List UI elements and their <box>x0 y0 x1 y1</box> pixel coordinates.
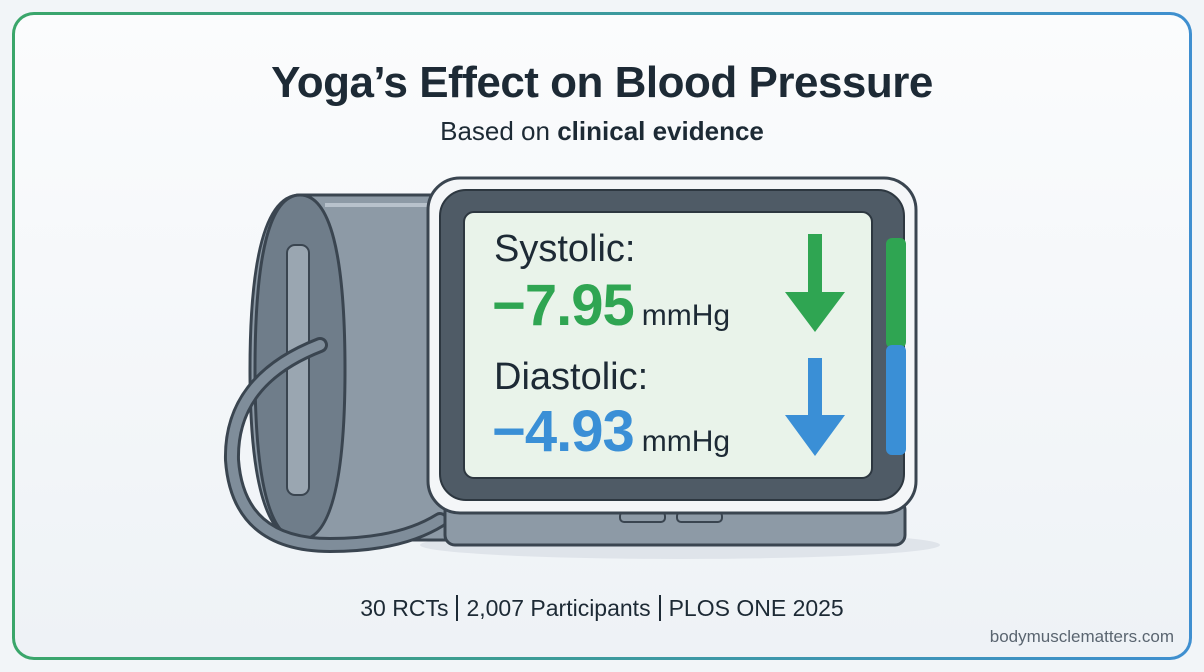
subtitle-prefix: Based on <box>440 116 550 146</box>
footer-rcts: 30 RCTs <box>360 595 449 621</box>
monitor-screen <box>463 211 873 479</box>
systolic-reading: −7.95 mmHg <box>492 272 730 339</box>
divider <box>658 595 661 621</box>
subtitle: Based on clinical evidence <box>0 116 1204 147</box>
footer-participants: 2,007 Participants <box>466 595 651 621</box>
subtitle-emphasis: clinical evidence <box>557 116 764 146</box>
divider <box>456 595 459 621</box>
diastolic-unit: mmHg <box>641 425 731 458</box>
diastolic-label: Diastolic: <box>494 356 649 398</box>
indicator-blue <box>886 345 906 455</box>
watermark: bodymusclematters.com <box>989 627 1174 646</box>
systolic-value: −7.95 <box>492 273 635 338</box>
indicator-green <box>886 238 906 348</box>
study-summary: 30 RCTs 2,007 Participants PLOS ONE 2025 <box>0 595 1204 622</box>
systolic-unit: mmHg <box>641 299 731 332</box>
systolic-arrow-down-icon <box>785 234 845 332</box>
diastolic-reading: −4.93 mmHg <box>492 398 730 465</box>
page-title: Yoga’s Effect on Blood Pressure <box>271 58 933 107</box>
systolic-label: Systolic: <box>494 228 636 270</box>
diastolic-arrow-down-icon <box>785 358 845 456</box>
footer-source: PLOS ONE 2025 <box>668 595 844 621</box>
diastolic-value: −4.93 <box>492 399 635 464</box>
